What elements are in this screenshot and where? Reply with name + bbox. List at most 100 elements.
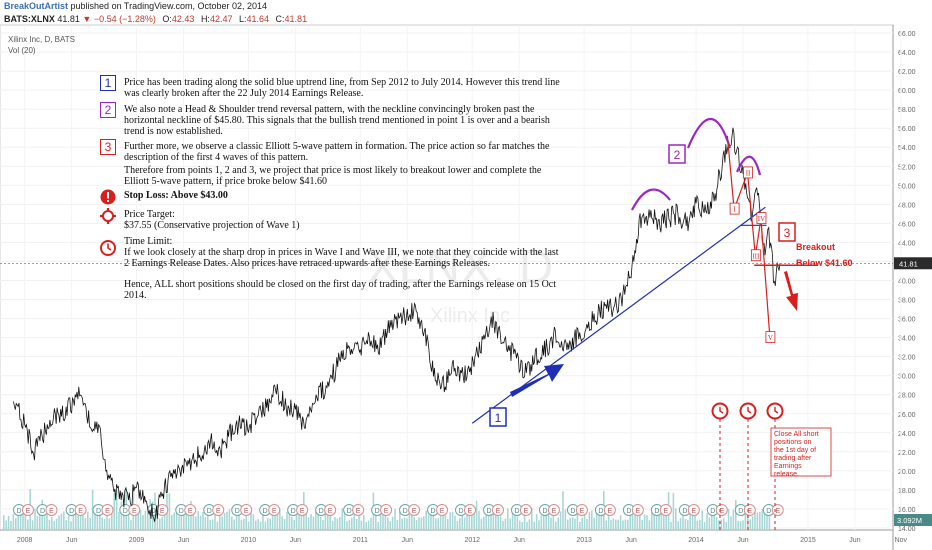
time-limit-note: Time Limit: If we look closely at the sh… — [100, 236, 564, 269]
symbol-header: BATS:XLNX 41.81 ▼ −0.54 (−1.28%) O:42.43… — [4, 14, 307, 24]
earnings-marker-letter: E — [188, 508, 193, 515]
volume-bar — [747, 509, 749, 530]
volume-bar — [538, 520, 540, 530]
volume-bar — [533, 521, 535, 530]
volume-bar — [557, 517, 559, 530]
low-value: 41.64 — [246, 14, 270, 24]
volume-bar — [725, 521, 727, 530]
stop-loss-note: Stop Loss: Above $43.00 — [100, 189, 564, 205]
volume-bar — [519, 520, 521, 530]
y-tick-label: 32.00 — [898, 355, 916, 362]
volume-bar — [665, 509, 667, 530]
earnings-marker-letter: E — [272, 508, 277, 515]
volume-bar — [111, 511, 113, 530]
y-tick-label: 60.00 — [898, 88, 916, 95]
volume-bar — [646, 515, 648, 530]
volume-bar — [502, 520, 504, 530]
volume-bar — [55, 518, 58, 530]
volume-bar — [454, 515, 456, 530]
volume-bar — [48, 519, 51, 530]
volume-bar — [675, 508, 677, 530]
earnings-marker-letter: E — [244, 508, 249, 515]
volume-bar — [199, 515, 202, 530]
volume-bar — [471, 510, 473, 530]
volume-bar — [216, 521, 219, 530]
volume-bar — [475, 500, 478, 530]
volume-bar — [382, 511, 384, 530]
earnings-marker-letter: E — [105, 508, 110, 515]
price-line — [13, 127, 781, 522]
volume-bar — [185, 508, 187, 530]
volume-bar — [562, 491, 564, 530]
volume-bar — [701, 510, 703, 530]
volume-bar — [367, 520, 370, 530]
volume-bar — [375, 509, 377, 530]
volume-bar — [713, 514, 715, 530]
uptrend-arrow — [510, 364, 564, 397]
close-note-line: the 1st day of — [774, 447, 816, 454]
volume-bar — [79, 515, 82, 530]
volume-bar — [156, 514, 159, 530]
volume-bar — [514, 511, 516, 530]
volume-bar — [327, 509, 329, 530]
volume-bar — [711, 509, 713, 530]
y-tick-label: 26.00 — [898, 412, 916, 419]
earnings-marker-letter: E — [78, 508, 83, 515]
earnings-marker — [45, 504, 58, 516]
volume-bar — [670, 521, 672, 530]
volume-bar — [300, 513, 303, 530]
price-change: ▼ −0.54 (−1.28%) — [82, 14, 156, 24]
earnings-marker — [603, 504, 616, 516]
volume-bar — [615, 519, 617, 530]
volume-bar — [281, 516, 283, 530]
volume-bar — [96, 511, 99, 530]
symbol-label[interactable]: BATS:XLNX — [4, 14, 55, 24]
dividend-marker-letter: D — [514, 508, 519, 515]
volume-bar — [679, 518, 682, 530]
volume-bar — [423, 516, 425, 530]
volume-bar — [605, 520, 607, 530]
y-tick-label: 64.00 — [898, 50, 916, 57]
target-text: $37.55 (Conservative projection of Wave … — [124, 220, 300, 231]
volume-bar — [228, 509, 231, 530]
volume-bar — [737, 520, 739, 530]
author-link[interactable]: BreakOutArtist — [4, 1, 69, 11]
target-note: Price Target: $37.55 (Conservative proje… — [100, 208, 564, 231]
volume-bar — [720, 519, 723, 530]
y-tick-label: 50.00 — [898, 183, 916, 190]
y-tick-label: 18.00 — [898, 488, 916, 495]
volume-bar — [629, 513, 631, 530]
y-tick-label: 36.00 — [898, 317, 916, 324]
volume-bar — [528, 519, 531, 530]
volume-title: Vol (20) — [8, 46, 36, 55]
dividend-marker-letter: D — [710, 508, 715, 515]
earnings-marker — [101, 504, 114, 516]
y-tick-label: 14.00 — [898, 526, 916, 533]
volume-bar — [106, 512, 108, 530]
volume-bar — [555, 521, 557, 530]
volume-bar — [139, 509, 142, 530]
x-tick-label: Nov — [895, 537, 908, 544]
volume-bar — [221, 516, 223, 530]
volume-bar — [627, 519, 629, 530]
note-1-text: Price has been trading along the solid b… — [124, 77, 560, 99]
volume-bar — [663, 511, 665, 530]
volume-bar — [576, 509, 579, 530]
y-tick-label: 28.00 — [898, 393, 916, 400]
volume-bar — [610, 519, 612, 530]
volume-bar — [159, 518, 161, 530]
earnings-marker-letter: E — [26, 508, 31, 515]
volume-bar — [310, 514, 312, 530]
volume-bar — [161, 516, 163, 530]
volume-bar — [247, 521, 250, 530]
earnings-marker — [547, 504, 560, 516]
earnings-marker-letter: E — [496, 508, 501, 515]
volume-bar — [699, 519, 701, 530]
y-tick-label: 66.00 — [898, 31, 916, 38]
volume-bar — [204, 516, 207, 530]
volume-bar — [478, 510, 480, 530]
volume-bar — [696, 520, 699, 530]
volume-bar — [509, 518, 511, 530]
earnings-marker-letter: E — [552, 508, 557, 515]
